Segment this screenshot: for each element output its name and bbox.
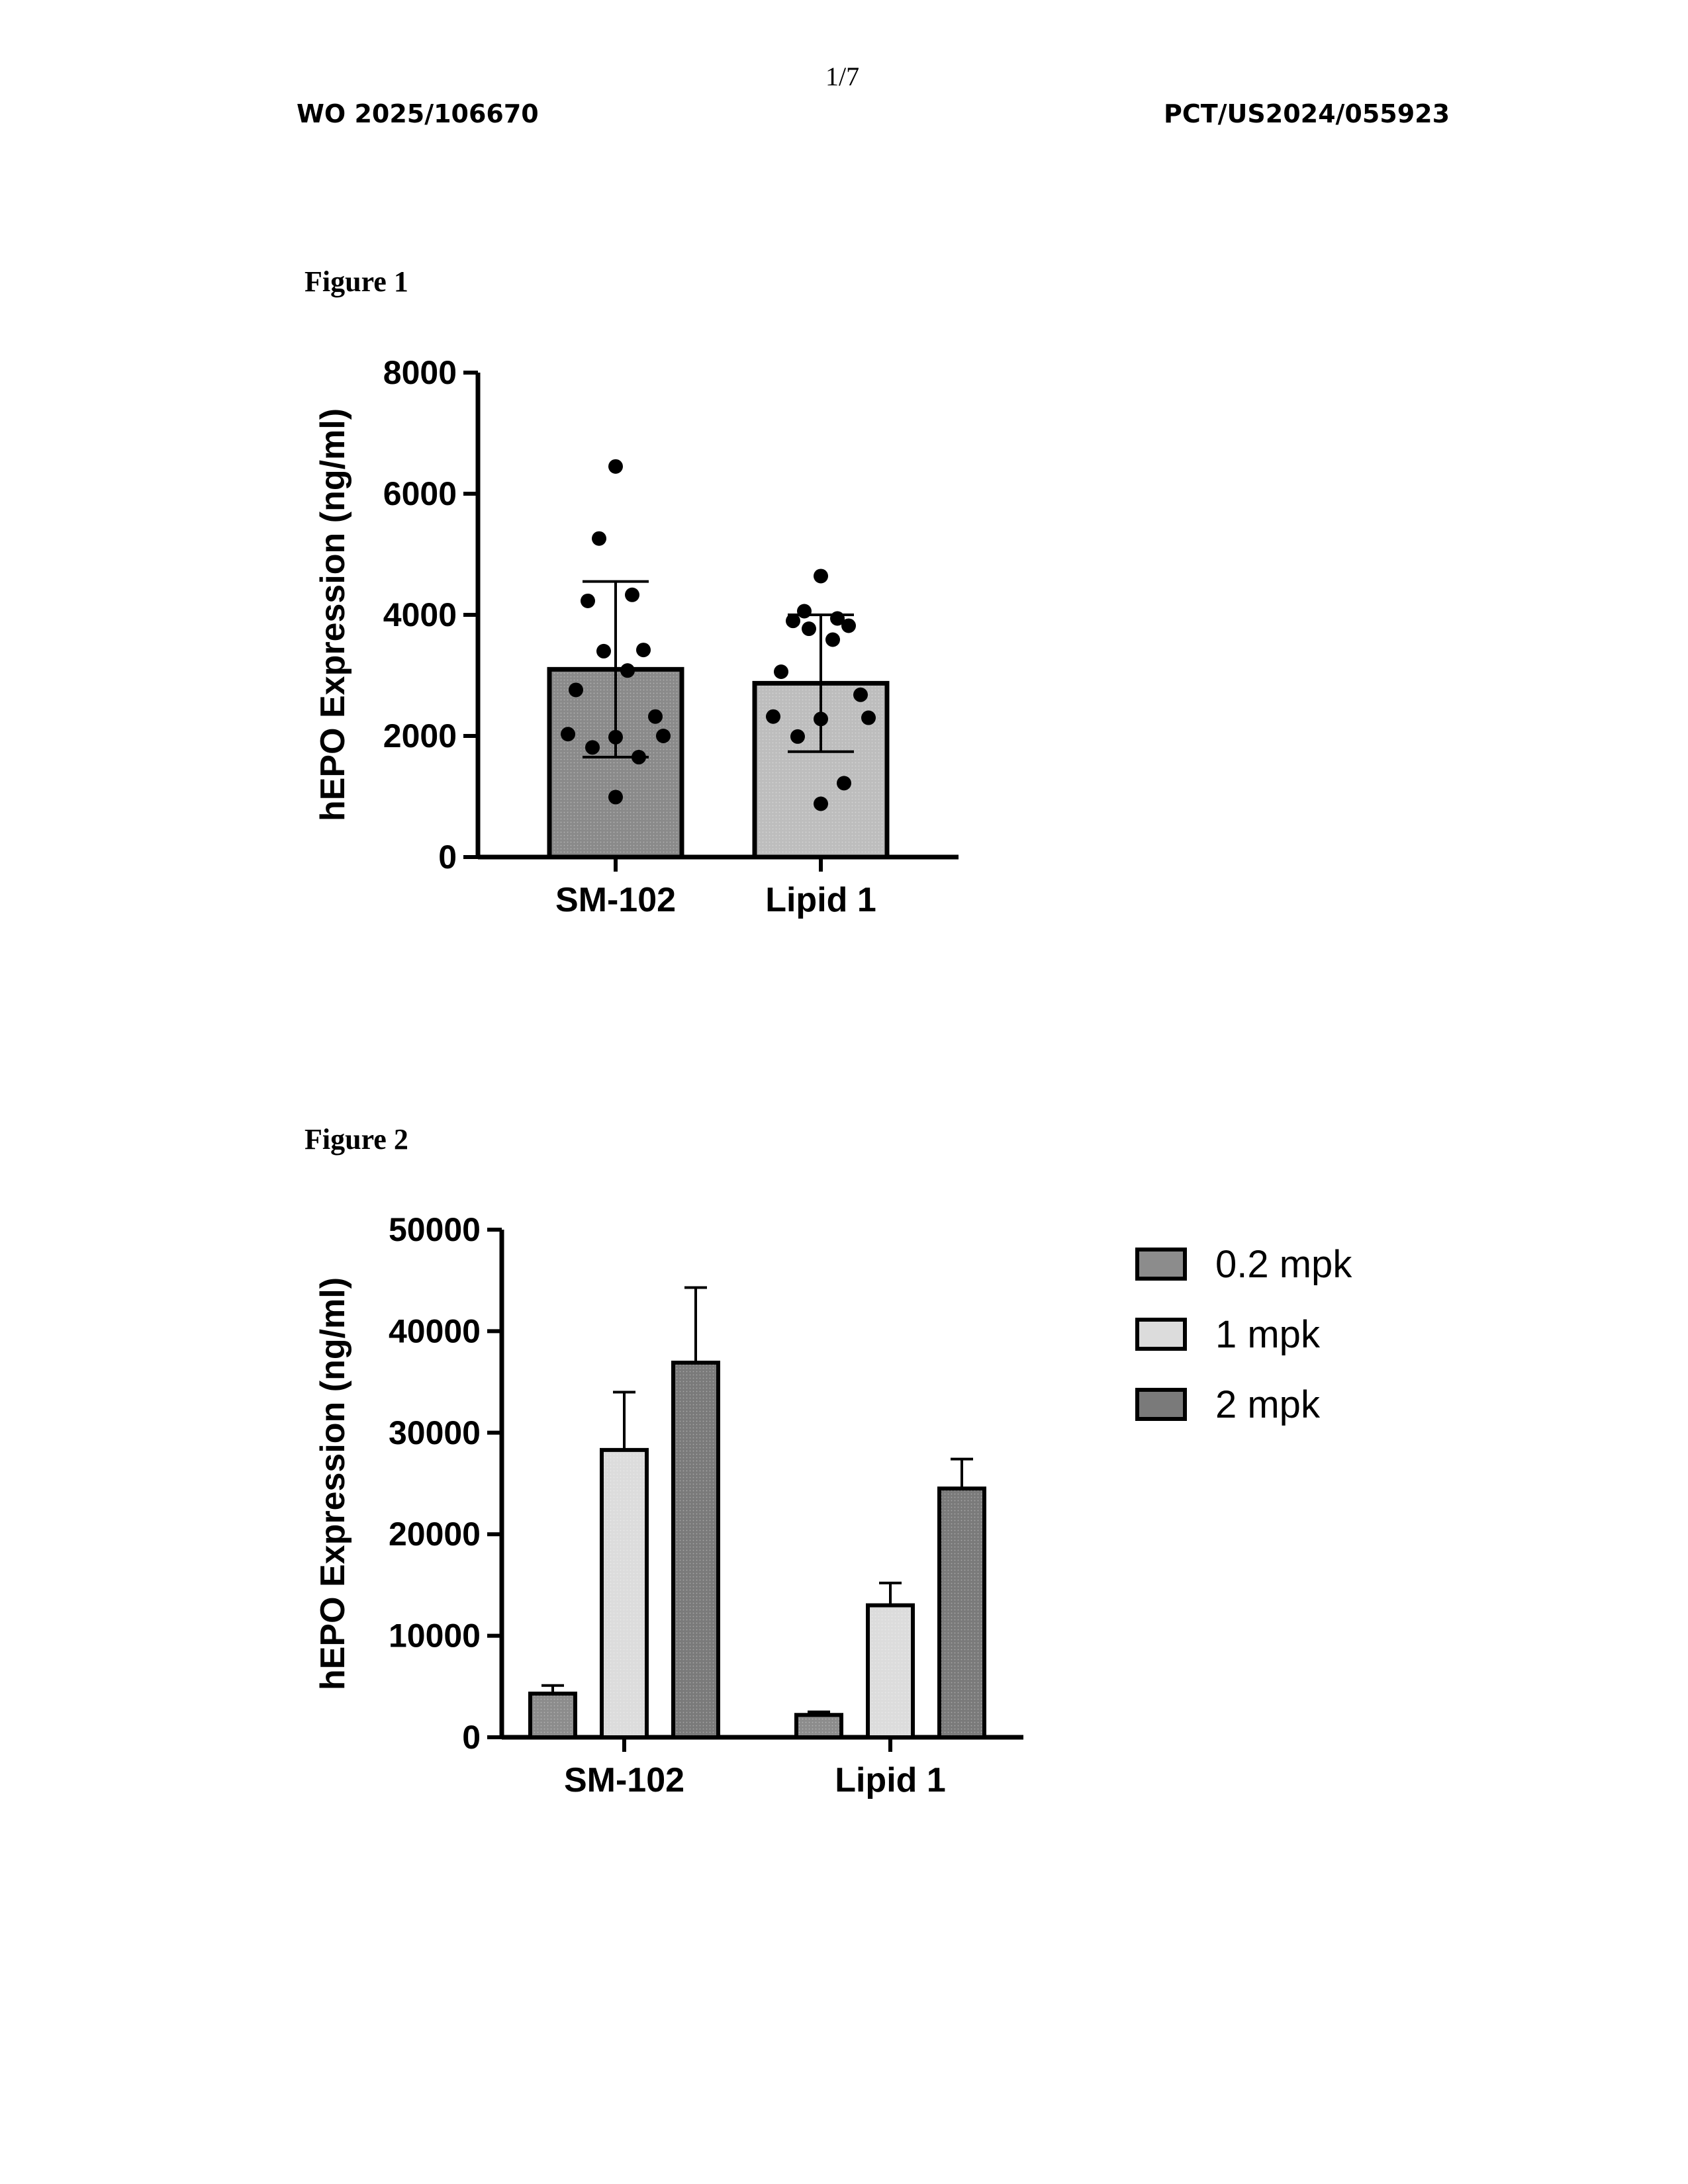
- data-point: [814, 796, 828, 811]
- x-tick-label: SM-102: [555, 881, 676, 919]
- y-tick-label: 20000: [389, 1516, 481, 1553]
- data-point: [841, 618, 856, 633]
- x-tick-label: Lipid 1: [835, 1761, 946, 1799]
- data-point: [786, 614, 800, 628]
- data-point: [585, 740, 600, 754]
- data-point: [797, 604, 812, 619]
- data-point: [656, 729, 671, 743]
- data-point: [837, 776, 851, 790]
- bar-texture: [604, 1452, 645, 1735]
- data-point: [561, 727, 575, 741]
- bar-texture: [532, 1696, 573, 1735]
- bar-texture: [941, 1490, 982, 1735]
- data-point: [632, 750, 646, 764]
- y-tick-label: 0: [438, 839, 457, 876]
- x-tick-label: SM-102: [564, 1761, 684, 1799]
- figure-2-chart: 0 10000 20000 30000 40000 50000 SM-102 Lipid 1 h…: [314, 1211, 1352, 1799]
- legend-label: 1 mpk: [1215, 1313, 1321, 1356]
- y-tick-label: 40000: [389, 1312, 481, 1349]
- data-point: [853, 688, 868, 702]
- data-point: [608, 730, 623, 745]
- legend: 0.2 mpk 1 mpk 2 mpk: [1137, 1243, 1352, 1426]
- data-point: [608, 459, 623, 474]
- data-point: [636, 643, 651, 657]
- data-point: [608, 790, 623, 804]
- y-tick-label: 50000: [389, 1211, 481, 1248]
- data-point: [766, 709, 780, 724]
- data-point: [581, 594, 595, 608]
- data-point: [814, 711, 828, 726]
- x-tick-label: Lipid 1: [765, 881, 876, 919]
- data-point: [569, 682, 583, 697]
- y-tick-label: 6000: [383, 475, 457, 512]
- bar-texture: [798, 1717, 839, 1735]
- y-tick-label: 30000: [389, 1414, 481, 1451]
- data-point: [790, 729, 805, 744]
- figure-1-chart: 0 2000 4000 6000 8000 SM-102 Lipid 1 hEPO Expre…: [314, 354, 959, 919]
- legend-swatch: [1137, 1390, 1185, 1419]
- data-point: [648, 709, 663, 724]
- y-axis-label: hEPO Expression (ng/ml): [314, 1277, 352, 1690]
- data-point: [802, 621, 816, 636]
- bar-texture: [870, 1608, 911, 1735]
- bar-texture: [675, 1365, 716, 1735]
- data-point: [774, 664, 788, 679]
- data-point: [625, 588, 639, 602]
- data-point: [596, 644, 611, 659]
- y-tick-label: 8000: [383, 354, 457, 391]
- legend-swatch: [1137, 1250, 1185, 1279]
- data-point: [814, 569, 828, 583]
- legend-label: 2 mpk: [1215, 1383, 1321, 1426]
- data-point: [620, 663, 635, 678]
- legend-label: 0.2 mpk: [1215, 1243, 1352, 1286]
- y-tick-label: 4000: [383, 596, 457, 633]
- y-tick-label: 2000: [383, 717, 457, 754]
- legend-swatch: [1137, 1320, 1185, 1349]
- y-tick-label: 0: [462, 1719, 481, 1756]
- data-point: [825, 633, 840, 647]
- data-point: [861, 711, 876, 725]
- y-axis-label: hEPO Expression (ng/ml): [314, 408, 352, 821]
- y-tick-label: 10000: [389, 1617, 481, 1655]
- data-point: [592, 531, 606, 546]
